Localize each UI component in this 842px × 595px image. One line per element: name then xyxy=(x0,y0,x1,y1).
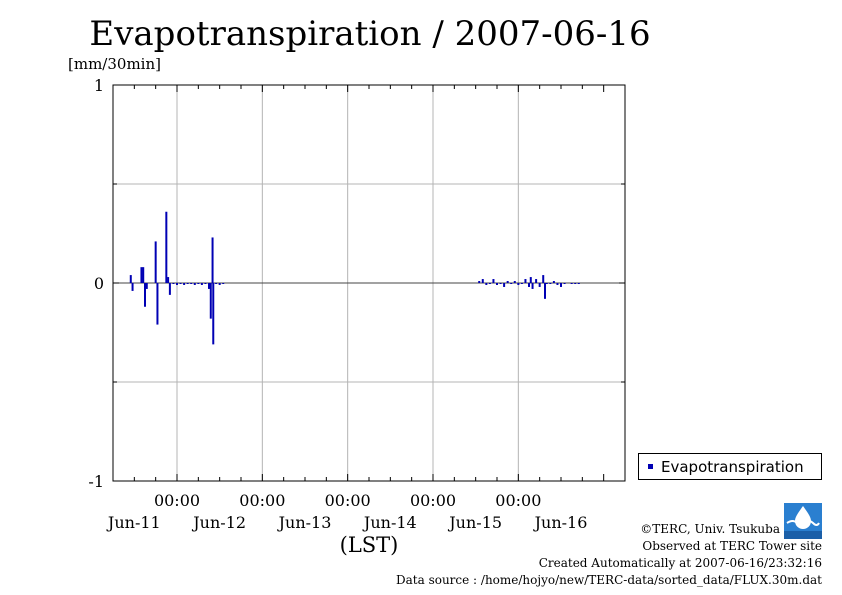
x-tick-date-label: Jun-12 xyxy=(191,513,246,532)
legend-label: Evapotranspiration xyxy=(661,458,804,476)
credit-observed: Observed at TERC Tower site xyxy=(642,539,822,553)
x-tick-date-label: Jun-15 xyxy=(447,513,502,532)
x-tick-time-label: 00:00 xyxy=(495,491,541,510)
credit-copyright: ©TERC, Univ. Tsukuba xyxy=(640,522,780,536)
series-evapotranspiration xyxy=(129,211,580,345)
y-tick-label: 1 xyxy=(94,76,104,95)
y-axis-unit-label: [mm/30min] xyxy=(68,55,161,73)
x-tick-date-label: Jun-16 xyxy=(533,513,588,532)
legend: Evapotranspiration xyxy=(638,453,822,480)
x-tick-time-label: 00:00 xyxy=(239,491,285,510)
axis-ticks xyxy=(112,84,626,482)
x-tick-date-label: Jun-13 xyxy=(277,513,332,532)
credit-source: Data source : /home/hojyo/new/TERC-data/… xyxy=(396,573,822,587)
y-tick-labels: 1 0 -1 xyxy=(88,76,104,491)
y-tick-label: 0 xyxy=(94,274,104,293)
x-tick-date-label: Jun-14 xyxy=(362,513,417,532)
terc-logo-icon xyxy=(784,503,822,539)
credit-created: Created Automatically at 2007-06-16/23:3… xyxy=(538,556,822,570)
x-axis-label: (LST) xyxy=(340,533,399,557)
x-tick-date-label: Jun-11 xyxy=(106,513,161,532)
y-tick-label: -1 xyxy=(88,472,104,491)
chart-title: Evapotranspiration / 2007-06-16 xyxy=(89,14,651,54)
legend-swatch xyxy=(648,464,653,469)
x-tick-labels: 00:00 00:00 00:00 00:00 00:00 Jun-11 Jun-12 Jun… xyxy=(106,491,587,532)
x-tick-time-label: 00:00 xyxy=(410,491,456,510)
x-tick-time-label: 00:00 xyxy=(325,491,371,510)
x-tick-time-label: 00:00 xyxy=(154,491,200,510)
